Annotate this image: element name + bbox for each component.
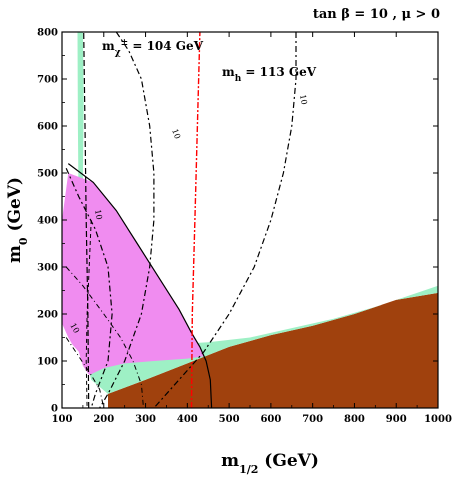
y-tick-label: 400 — [37, 216, 58, 227]
higgs-mass-annotation: mh = 113 GeV — [222, 65, 317, 84]
y-tick-label: 500 — [37, 169, 58, 180]
y-tick-label: 200 — [37, 310, 58, 321]
higgs-mass-line — [190, 32, 201, 408]
x-tick-label: 700 — [302, 414, 323, 425]
contour-label-1: 10 — [170, 128, 182, 141]
y-tick-label: 100 — [37, 357, 58, 368]
y-tick-label: 700 — [37, 75, 58, 86]
g2-boundary-line — [67, 163, 213, 408]
charged-lsp-region — [108, 292, 438, 408]
contour-line-a — [65, 266, 144, 408]
chart-header: tan β = 10 , μ > 0 — [313, 7, 440, 22]
contour-label-2: 10 — [298, 94, 309, 106]
chart-lines — [65, 32, 297, 408]
contour-label-4: 10 — [68, 322, 81, 335]
x-tick-label: 300 — [135, 414, 156, 425]
chargino-mass-annotation: mχ± = 104 GeV — [102, 38, 204, 58]
y-axis-ticks: 0 100 200 300 400 500 600 700 800 — [37, 28, 438, 415]
x-tick-label: 600 — [260, 414, 281, 425]
relic-density-band — [82, 285, 438, 394]
x-tick-label: 100 — [52, 414, 73, 425]
y-tick-label: 0 — [51, 404, 58, 415]
contour-line-b — [65, 168, 113, 408]
x-axis-ticks: 100 200 300 400 500 600 700 800 900 1000 — [52, 32, 452, 425]
y-tick-label: 300 — [37, 263, 58, 274]
x-tick-label: 500 — [219, 414, 240, 425]
x-tick-label: 200 — [93, 414, 114, 425]
contour-line-c — [99, 32, 155, 408]
contour-line-d — [153, 32, 297, 408]
contour-label-3: 10 — [93, 209, 104, 221]
x-tick-label: 400 — [177, 414, 198, 425]
chart-regions — [62, 32, 438, 408]
chargino-dashed-line — [85, 219, 92, 408]
y-axis-label: m0 (GeV) — [5, 177, 30, 263]
x-axis-label: m1/2 (GeV) — [221, 451, 319, 476]
y-tick-label: 800 — [37, 28, 58, 39]
x-tick-label: 900 — [386, 414, 407, 425]
x-tick-label: 1000 — [424, 414, 452, 425]
contour-line-inner — [65, 337, 105, 408]
y-tick-label: 600 — [37, 122, 58, 133]
g-minus-2-region — [62, 173, 204, 376]
x-tick-label: 800 — [344, 414, 365, 425]
